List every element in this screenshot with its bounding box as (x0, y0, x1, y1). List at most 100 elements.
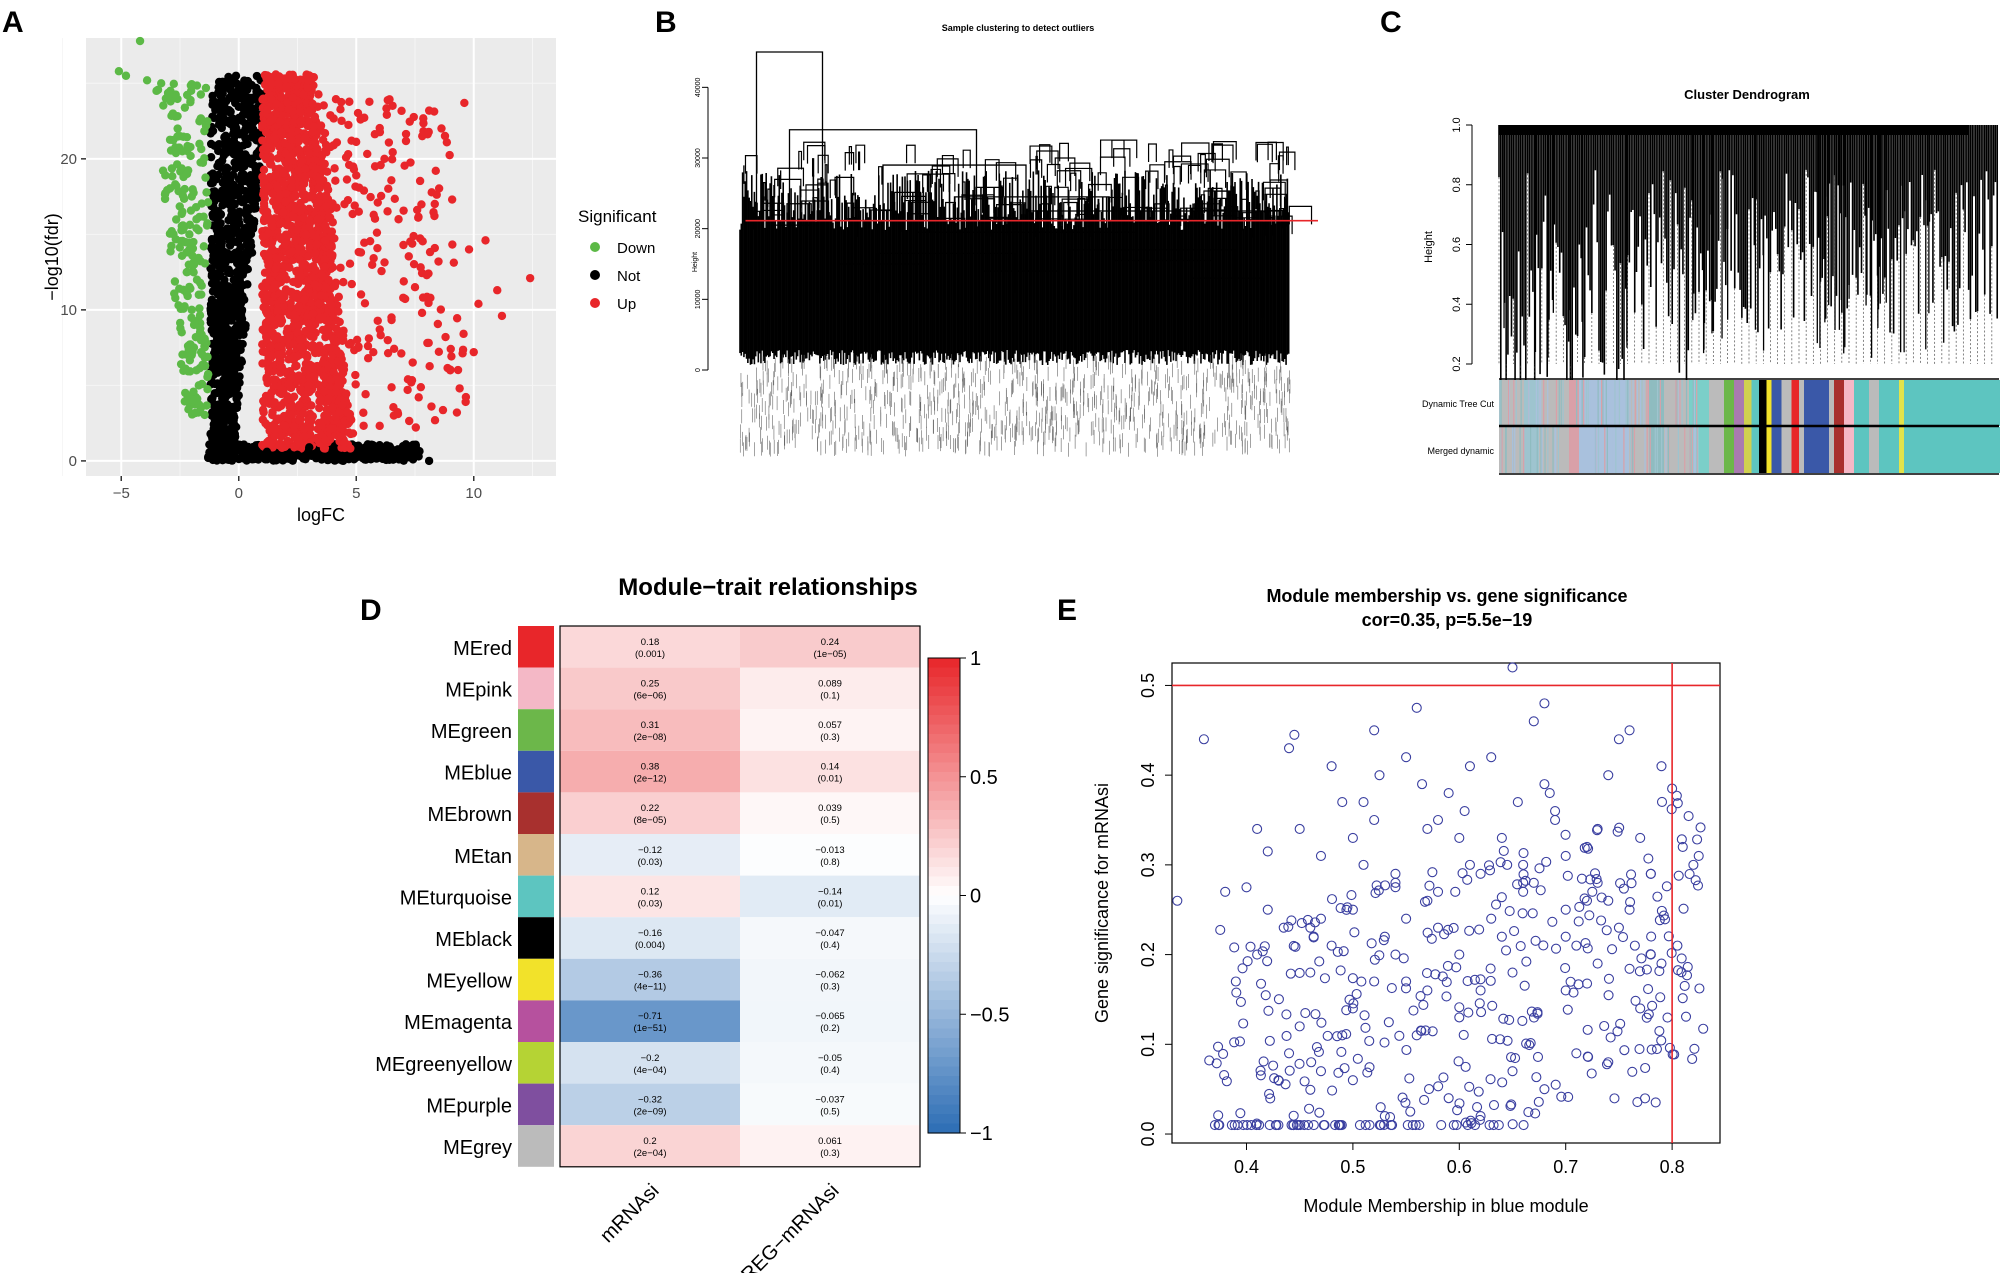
down-point (201, 173, 210, 182)
not-point (237, 357, 247, 367)
down-point (170, 289, 179, 298)
panel-label-a: A (2, 6, 24, 39)
down-point (177, 328, 186, 337)
not-point (369, 447, 378, 457)
sub-merge (857, 151, 861, 171)
not-point (237, 307, 246, 316)
up-point (325, 249, 335, 258)
up-point (264, 75, 274, 84)
up-point (389, 411, 399, 420)
down-point (166, 97, 175, 106)
up-point (311, 265, 320, 275)
not-point (223, 324, 232, 334)
up-point (324, 394, 333, 403)
down-point (170, 277, 180, 286)
down-point (177, 251, 187, 261)
up-point (286, 383, 296, 393)
up-point (299, 424, 309, 433)
not-point (229, 449, 239, 458)
not-point (216, 292, 225, 301)
up-point (400, 161, 409, 170)
not-point (252, 71, 262, 81)
up-point (299, 213, 309, 223)
down-point (158, 166, 168, 175)
up-point (356, 290, 366, 299)
not-point (238, 233, 247, 243)
not-point (223, 249, 232, 258)
up-point (384, 184, 393, 193)
down-point (186, 206, 196, 215)
down-point (203, 370, 213, 379)
up-point (352, 171, 361, 180)
up-point (264, 252, 274, 261)
up-point (288, 93, 297, 102)
up-point (345, 259, 355, 268)
y-axis-title: Height (1423, 231, 1435, 263)
y-tick-label: 1.0 (1451, 117, 1463, 132)
up-point (296, 342, 306, 352)
tree-texture (1498, 125, 1999, 394)
up-point (416, 382, 426, 392)
up-point (387, 383, 396, 392)
up-point (293, 435, 303, 445)
up-point (304, 149, 314, 158)
up-point (281, 149, 290, 158)
not-point (209, 329, 218, 338)
not-point (424, 456, 434, 466)
up-point (283, 324, 292, 334)
up-point (344, 160, 354, 170)
up-point (290, 192, 300, 201)
up-point (259, 396, 268, 406)
down-point (171, 235, 181, 244)
up-point (424, 338, 433, 348)
up-point (436, 305, 446, 314)
not-point (247, 156, 256, 165)
up-point (367, 260, 377, 269)
up-point (326, 300, 336, 309)
down-point (200, 259, 210, 268)
not-point (214, 271, 223, 280)
not-point (252, 83, 261, 93)
down-point (160, 194, 170, 204)
up-point (300, 133, 310, 142)
not-point (223, 282, 232, 292)
up-point (332, 345, 341, 355)
down-point (175, 318, 185, 328)
up-point (460, 98, 469, 108)
up-point (452, 408, 462, 417)
not-point (330, 456, 339, 465)
up-point (314, 90, 323, 99)
not-point (211, 283, 221, 292)
down-point (181, 238, 190, 247)
up-point (294, 371, 304, 380)
not-point (243, 139, 252, 149)
sub-merge (777, 167, 805, 187)
up-point (389, 344, 399, 354)
up-point (365, 236, 375, 246)
up-point (275, 219, 285, 228)
not-point (236, 194, 245, 204)
not-point (212, 336, 222, 345)
up-point (290, 204, 300, 214)
not-point (231, 71, 241, 80)
not-point (213, 447, 222, 457)
up-point (481, 236, 490, 245)
sub-merge (848, 146, 853, 165)
sub-merge (767, 188, 771, 208)
down-point (194, 381, 203, 390)
up-point (372, 228, 382, 237)
not-point (389, 448, 398, 457)
up-point (429, 107, 439, 116)
up-point (285, 263, 294, 272)
down-point (182, 267, 192, 277)
up-point (419, 114, 428, 123)
x-tick-label: 0 (235, 485, 243, 502)
up-point (433, 319, 443, 329)
up-point (385, 95, 394, 104)
not-point (225, 241, 235, 250)
up-point (267, 94, 276, 104)
down-point (196, 90, 206, 99)
not-point (246, 195, 256, 205)
sub-merge (1256, 143, 1273, 163)
up-point (259, 165, 269, 175)
